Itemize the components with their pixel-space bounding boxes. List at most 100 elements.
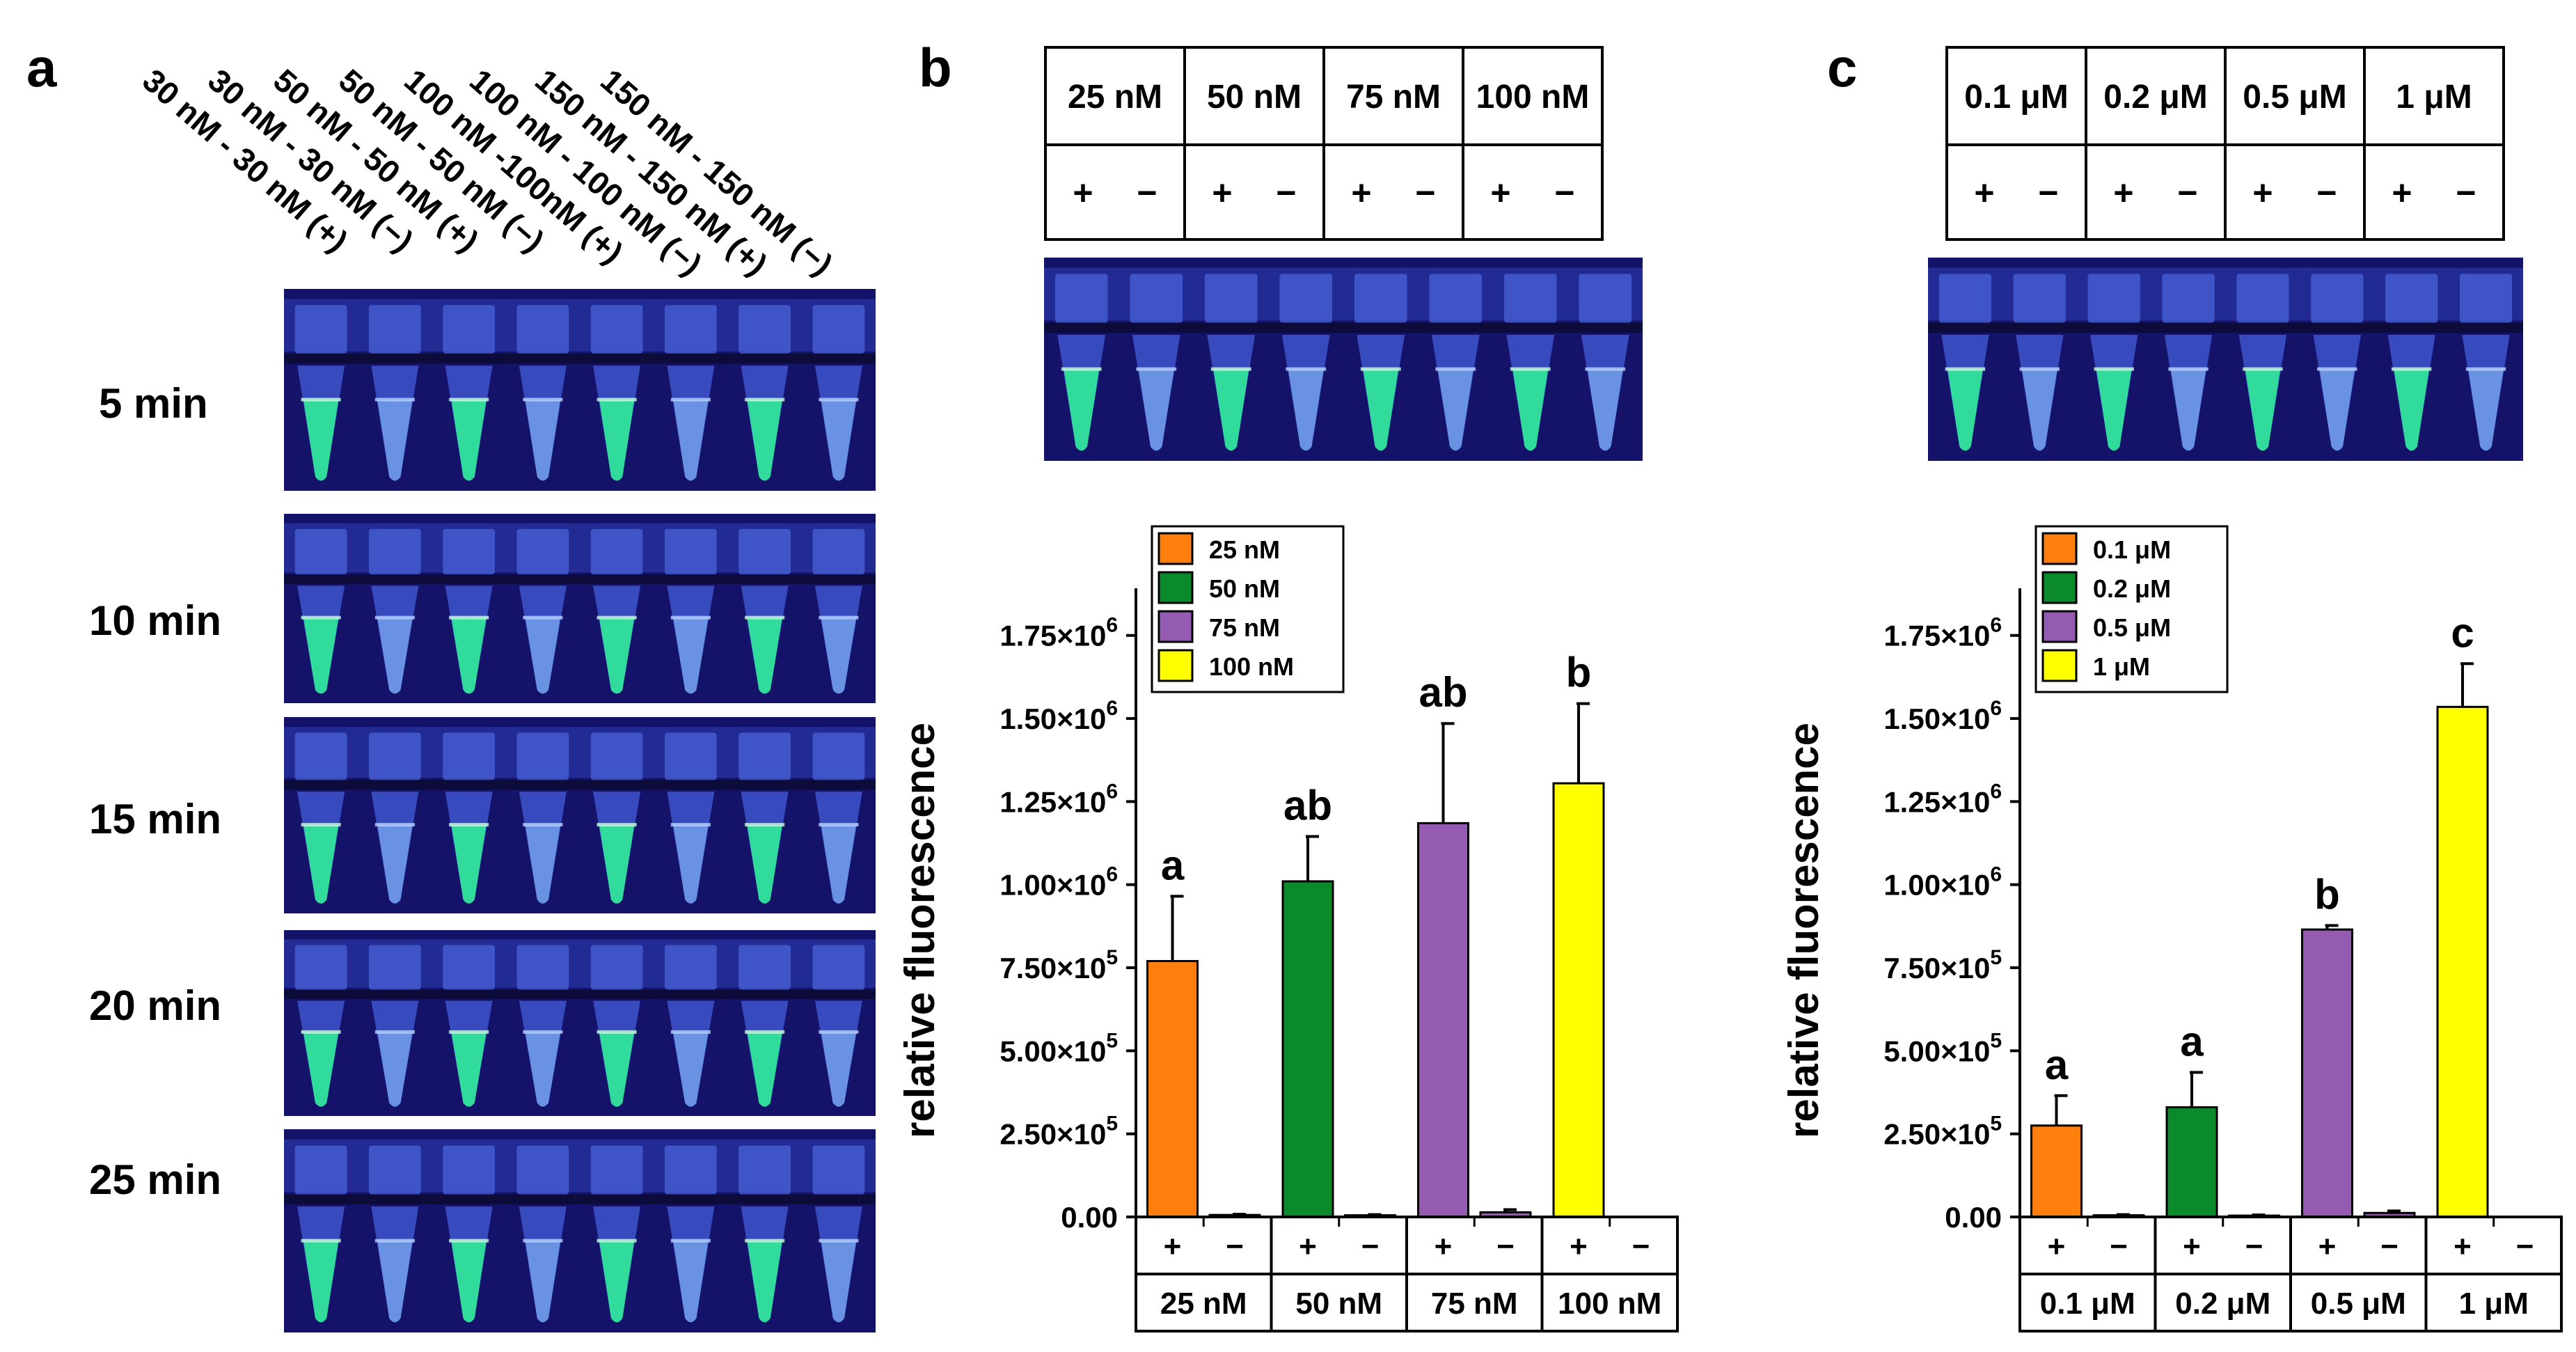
panel-c-tube-cap-6 — [2311, 274, 2364, 323]
row-15-min-tube-cap-7 — [738, 732, 791, 780]
chart-b-sign-plus-1: + — [1164, 1229, 1182, 1264]
panel-b-header-plus-3: + — [1351, 173, 1371, 212]
row-10-min-meniscus-5 — [596, 615, 637, 620]
panel-a-letter: a — [26, 37, 57, 98]
chart-b-legend-swatch-75-nm — [1157, 610, 1194, 643]
panel-b-meniscus-5 — [1360, 367, 1401, 371]
chart-c-legend-label-1-m: 1 μM — [2093, 652, 2150, 681]
panel-c-liquid-8 — [2468, 369, 2504, 451]
row-25-min-meniscus-8 — [819, 1239, 859, 1243]
panel-c-tubes — [1928, 258, 2523, 461]
time-label-5-min: 5 min — [99, 380, 208, 427]
row-15-min-rack-bar — [284, 780, 876, 790]
panel-c-liquid-4 — [2170, 369, 2206, 451]
row-5-min-meniscus-1 — [301, 398, 341, 402]
chart-b-y-tick-label-3: 7.50×105 — [999, 946, 1118, 984]
panel-b-header-label-50-nm: 50 nM — [1207, 79, 1302, 116]
row-20-min-liquid-3 — [451, 1032, 487, 1107]
row-10-min-liquid-8 — [821, 618, 857, 694]
chart-b-legend-label-25-nm: 25 nM — [1209, 535, 1280, 564]
panel-c-header-table: 0.1 μM + − 0.2 μM + − 0.5 μM + − 1 μM + − — [1945, 46, 2505, 241]
row-25-min-meniscus-6 — [670, 1239, 711, 1243]
row-15-min-meniscus-2 — [374, 823, 415, 827]
row-25-min-meniscus-5 — [596, 1239, 637, 1243]
panel-c-photo — [1928, 258, 2523, 461]
chart-c-bar-0-2-m-plus — [2165, 1106, 2218, 1218]
photo-row-15-min — [284, 717, 876, 913]
chart-b-category-label-75-nm: 75 nM — [1431, 1287, 1518, 1321]
row-10-min-tube-cap-3 — [443, 528, 496, 575]
chart-b-category-label-100-nm: 100 nM — [1558, 1287, 1661, 1321]
row-10-min-tube-cap-6 — [664, 528, 717, 575]
photo-row-25-min — [284, 1129, 876, 1333]
row-15-min-liquid-3 — [451, 825, 487, 904]
time-label-10-min: 10 min — [89, 597, 222, 644]
chart-b-sign-plus-2: + — [1299, 1229, 1317, 1264]
row-15-min-liquid-2 — [377, 825, 413, 904]
panel-c-liquid-2 — [2022, 369, 2057, 451]
panel-b-header-label-25-nm: 25 nM — [1068, 79, 1162, 116]
row-5-min-meniscus-4 — [523, 398, 563, 402]
row-25-min-liquid-7 — [747, 1241, 782, 1323]
row-25-min-liquid-2 — [377, 1241, 413, 1323]
photo-row-5-min — [284, 289, 876, 491]
row-5-min-tubes — [284, 289, 876, 491]
row-5-min-rack-bar — [284, 353, 876, 364]
chart-b-sign-minus-1: − — [1226, 1229, 1244, 1264]
panel-c-meniscus-7 — [2391, 367, 2432, 371]
row-25-min-tube-cap-4 — [516, 1145, 569, 1195]
row-10-min-tube-cap-8 — [812, 528, 865, 575]
chart-b-sign-plus-3: + — [1435, 1229, 1453, 1264]
chart-b-sign-plus-4: + — [1570, 1229, 1588, 1264]
row-10-min-meniscus-2 — [374, 615, 415, 620]
row-20-min-tube-cap-8 — [812, 945, 865, 990]
chart-b-legend-label-100-nm: 100 nM — [1209, 652, 1294, 681]
chart-b-legend-label-75-nm: 75 nM — [1209, 613, 1280, 642]
panel-c-header-plus-1: + — [1974, 173, 1994, 212]
panel-b-liquid-8 — [1587, 369, 1623, 451]
chart-c-y-tick-label-6: 1.50×106 — [1883, 697, 2002, 735]
chart-b-sign-minus-2: − — [1361, 1229, 1380, 1264]
panel-c-header-label-0-2-m: 0.2 μM — [2103, 79, 2207, 116]
row-15-min-liquid-5 — [599, 825, 635, 904]
chart-c-y-tick-label-4: 1.00×106 — [1883, 863, 2002, 902]
row-15-min-liquid-1 — [303, 825, 339, 904]
row-5-min-meniscus-8 — [819, 398, 859, 402]
chart-c-bar-1-m-plus — [2436, 705, 2489, 1218]
row-5-min-meniscus-7 — [745, 398, 785, 402]
row-20-min-meniscus-1 — [301, 1030, 341, 1034]
panel-c-meniscus-1 — [1945, 367, 1986, 371]
panel-b-chart: 0.00 2.50×105 5.00×105 7.50×105 1.00×106 1.25… — [896, 525, 1679, 1333]
panel-b-header-label-100-nm: 100 nM — [1476, 79, 1590, 116]
panel-b-liquid-2 — [1138, 369, 1174, 451]
row-20-min-meniscus-4 — [523, 1030, 563, 1034]
row-10-min-meniscus-4 — [523, 615, 563, 620]
chart-b-bar-25-nm-plus — [1146, 959, 1199, 1218]
row-5-min-tube-cap-2 — [368, 305, 421, 354]
row-20-min-tube-cap-7 — [738, 945, 791, 990]
panel-b-tube-cap-4 — [1279, 274, 1333, 323]
chart-c-legend-swatch-0-5-m — [2041, 610, 2078, 643]
panel-c-letter: c — [1827, 37, 1858, 98]
row-20-min-tube-cap-3 — [443, 945, 496, 990]
row-15-min-tube-cap-8 — [812, 732, 865, 780]
chart-c-sign-minus-2: − — [2245, 1229, 2263, 1264]
chart-b-sign-minus-3: − — [1496, 1229, 1515, 1264]
chart-b-sig-letter-25-nm: a — [1161, 842, 1185, 888]
row-10-min-liquid-6 — [673, 618, 709, 694]
panel-c-header-label-0-1-m: 0.1 μM — [1964, 79, 2068, 116]
panel-c-header-plus-2: + — [2113, 173, 2133, 212]
row-15-min-tube-cap-6 — [664, 732, 717, 780]
row-10-min-tube-cap-1 — [294, 528, 347, 575]
panel-b-meniscus-1 — [1061, 367, 1102, 371]
panel-b-liquid-5 — [1363, 369, 1399, 451]
chart-c-category-label-0-1-m: 0.1 μM — [2040, 1287, 2135, 1321]
chart-b-category-label-50-nm: 50 nM — [1295, 1287, 1382, 1321]
row-10-min-meniscus-8 — [819, 615, 859, 620]
chart-b-y-tick-label-2: 5.00×105 — [999, 1029, 1118, 1067]
photo-row-20-min — [284, 930, 876, 1116]
panel-c-meniscus-4 — [2168, 367, 2208, 371]
chart-b-y-tick-label-6: 1.50×106 — [999, 697, 1118, 735]
row-25-min-liquid-4 — [525, 1241, 561, 1323]
chart-c-sign-plus-1: + — [2048, 1229, 2066, 1264]
